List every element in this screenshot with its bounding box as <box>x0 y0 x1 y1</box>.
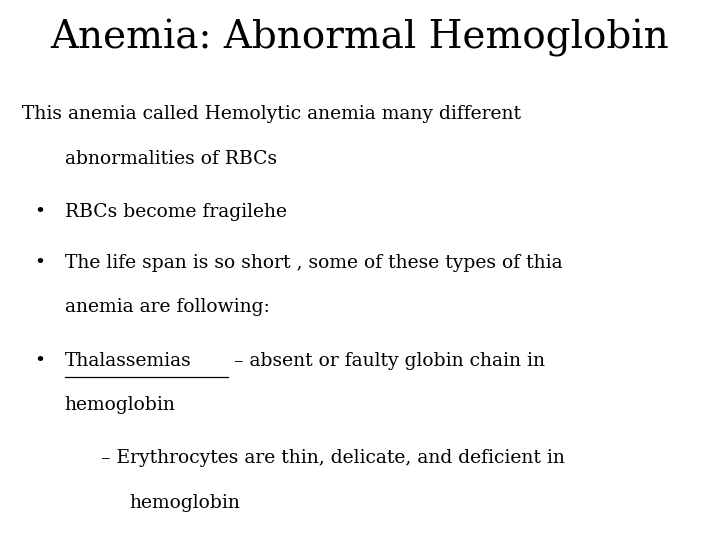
Text: Anemia: Abnormal Hemoglobin: Anemia: Abnormal Hemoglobin <box>50 19 670 57</box>
Text: The life span is so short , some of these types of thia: The life span is so short , some of thes… <box>65 254 562 272</box>
Text: This anemia called Hemolytic anemia many different: This anemia called Hemolytic anemia many… <box>22 105 521 123</box>
Text: Thalassemias: Thalassemias <box>65 352 192 369</box>
Text: – Erythrocytes are thin, delicate, and deficient in: – Erythrocytes are thin, delicate, and d… <box>101 449 564 467</box>
Text: anemia are following:: anemia are following: <box>65 298 269 316</box>
Text: hemoglobin: hemoglobin <box>130 494 240 511</box>
Text: – absent or faulty globin chain in: – absent or faulty globin chain in <box>228 352 545 369</box>
Text: RBCs become fragilehe: RBCs become fragilehe <box>65 203 287 221</box>
Text: •: • <box>34 203 45 221</box>
Text: •: • <box>34 352 45 369</box>
Text: abnormalities of RBCs: abnormalities of RBCs <box>65 150 277 167</box>
Text: hemoglobin: hemoglobin <box>65 396 176 414</box>
Text: •: • <box>34 254 45 272</box>
